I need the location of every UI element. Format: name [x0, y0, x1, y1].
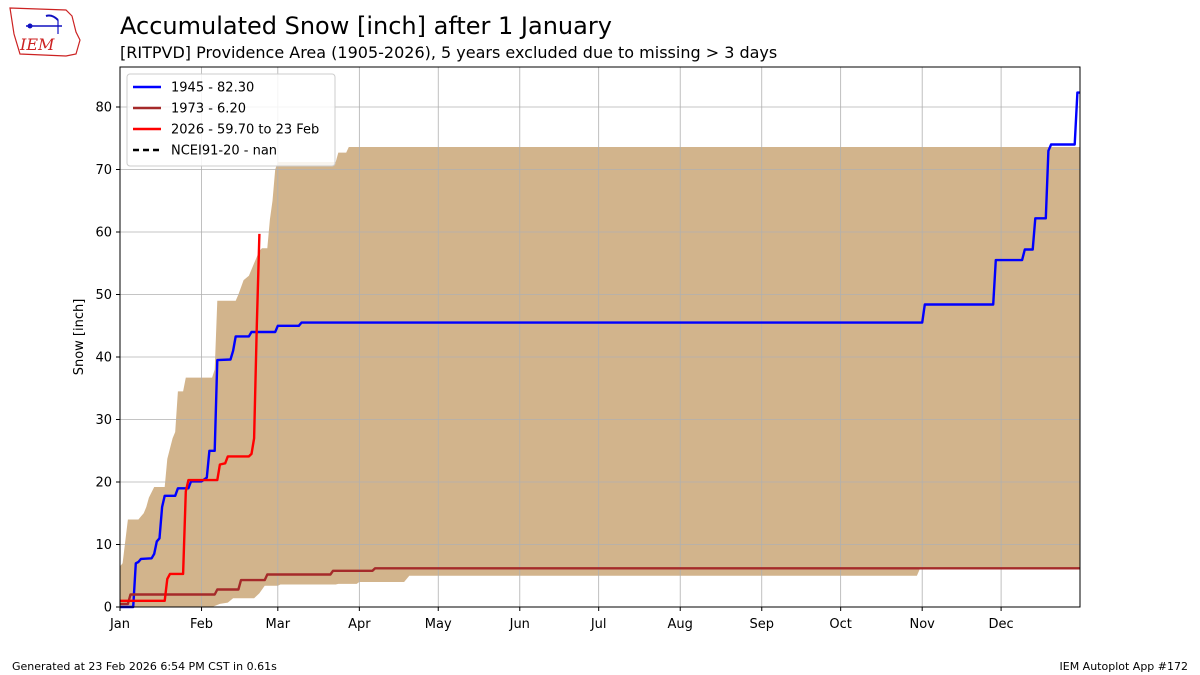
legend-label-1973: 1973 - 6.20 — [171, 102, 246, 117]
x-tick-label-jun: Jun — [509, 617, 530, 632]
x-tick-label-sep: Sep — [749, 617, 774, 632]
envelope-layer — [120, 147, 1080, 607]
iem-logo: IEM — [9, 7, 81, 57]
y-tick-label: 60 — [95, 226, 112, 241]
logo-text: IEM — [19, 35, 55, 54]
x-tick-label-apr: Apr — [348, 617, 371, 632]
x-tick-label-dec: Dec — [989, 617, 1014, 632]
chart-subtitle: [RITPVD] Providence Area (1905-2026), 5 … — [120, 43, 778, 62]
legend-box — [126, 73, 336, 167]
footer-app-text: IEM Autoplot App #172 — [1059, 660, 1189, 673]
y-tick-label: 30 — [95, 413, 112, 428]
x-tick-label-aug: Aug — [668, 617, 693, 632]
series-line-1945 — [120, 91, 1080, 609]
series-line-1973 — [120, 567, 1080, 606]
y-tick-label: 50 — [95, 288, 112, 303]
x-tick-label-mar: Mar — [266, 617, 291, 632]
y-tick-label: 10 — [95, 538, 112, 553]
plot-frame — [119, 66, 1081, 608]
y-tick-label: 70 — [95, 163, 112, 178]
x-tick-label-feb: Feb — [190, 617, 213, 632]
legend-label-NCEI91-20: NCEI91-20 - nan — [171, 144, 277, 159]
footer-generated-text: Generated at 23 Feb 2026 6:54 PM CST in … — [12, 660, 277, 673]
series-line-2026 — [120, 233, 261, 602]
y-tick-label: 20 — [95, 476, 112, 491]
x-tick-label-jan: Jan — [109, 617, 130, 632]
legend-label-1945: 1945 - 82.30 — [171, 81, 254, 96]
x-tick-label-oct: Oct — [829, 617, 851, 632]
y-axis-label: Snow [inch] — [72, 299, 87, 376]
legend: 1945 - 82.30 1973 - 6.20 2026 - 59.70 to 2… — [126, 73, 336, 167]
y-tick-label: 40 — [95, 351, 112, 366]
axes-layer: 0 10 20 30 40 50 60 70 80 Jan Feb Mar Apr May Jun Jul Au… — [95, 66, 1081, 632]
x-tick-label-may: May — [425, 617, 452, 632]
y-tick-label: 80 — [95, 101, 112, 116]
chart-title: Accumulated Snow [inch] after 1 January — [120, 12, 612, 40]
y-tick-label: 0 — [104, 601, 112, 616]
envelope-area — [120, 147, 1080, 607]
series-layer — [120, 91, 1080, 609]
x-tick-label-nov: Nov — [910, 617, 936, 632]
x-tick-label-jul: Jul — [590, 617, 607, 632]
legend-label-2026: 2026 - 59.70 to 23 Feb — [171, 123, 319, 138]
